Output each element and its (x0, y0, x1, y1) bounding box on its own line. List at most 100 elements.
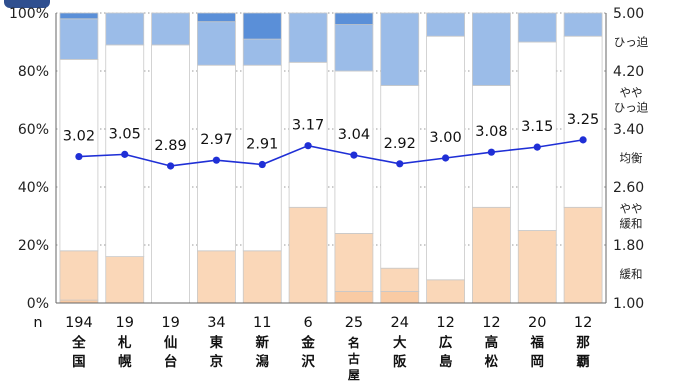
count-label: 19 (116, 315, 134, 331)
di-value-label: 3.04 (338, 127, 370, 143)
bar-segment (563, 206, 603, 304)
bar-segment (472, 12, 511, 86)
di-point (533, 143, 541, 151)
y-right-tick-label: 3.40 (613, 122, 644, 138)
category-label: 札幌 (117, 334, 132, 370)
bar-segment (59, 18, 99, 60)
y-right-tick-label: 2.60 (613, 180, 644, 196)
category-label: 那覇 (576, 335, 590, 370)
di-value-label: 2.91 (246, 137, 278, 153)
bar-segment (151, 12, 190, 46)
di-point (212, 156, 221, 164)
bar-segment (563, 12, 603, 37)
bar-segment (517, 230, 557, 304)
band-label: やや緩和 (620, 202, 643, 231)
di-point (487, 148, 496, 156)
bar-segment (242, 250, 282, 304)
bar-segment (105, 256, 145, 304)
di-point (166, 162, 175, 170)
di-value-label: 3.05 (109, 126, 141, 142)
di-value-label: 3.25 (567, 112, 599, 128)
bar-segment (288, 12, 328, 63)
y-right-tick-label: 1.00 (613, 296, 644, 312)
di-value-label: 2.92 (384, 136, 416, 152)
bar-segment (380, 12, 420, 86)
di-value-label: 2.97 (200, 132, 232, 148)
band-label: ひっ迫 (614, 35, 649, 49)
count-label: 34 (207, 315, 225, 331)
bar-segment (288, 61, 328, 208)
bar-segment (472, 85, 511, 208)
di-value-label: 3.17 (292, 118, 324, 134)
di-line (78, 139, 584, 167)
category-label: 全国 (71, 334, 86, 370)
band-label: ややひっ迫 (614, 86, 649, 115)
bar-segment (472, 206, 511, 304)
y-left-tick-label: 20% (18, 238, 49, 254)
di-point (579, 136, 587, 144)
y-left-tick-label: 100% (9, 6, 49, 22)
di-point (121, 150, 129, 158)
di-point (441, 154, 450, 162)
category-label: 仙台 (164, 334, 178, 370)
count-label: 20 (528, 315, 546, 331)
category-label: 東京 (210, 334, 224, 370)
bar-segment (151, 44, 190, 304)
bar-segment (242, 38, 282, 66)
bar-segment (426, 12, 465, 37)
count-label: 6 (303, 315, 312, 331)
count-label: 19 (161, 315, 179, 331)
y-right-tick-label: 1.80 (613, 238, 644, 254)
di-value-label: 2.89 (154, 138, 186, 154)
n-label: n (33, 315, 42, 331)
category-label: 高松 (485, 334, 499, 370)
category-label: 金沢 (300, 334, 315, 370)
count-label: 24 (391, 315, 409, 331)
count-label: 25 (345, 315, 363, 331)
corner-tab (4, 0, 50, 8)
bar-segment (517, 41, 557, 231)
bar-segment (197, 21, 236, 66)
di-value-label: 3.15 (521, 119, 553, 135)
band-label: 均衡 (620, 151, 643, 165)
bar-segment (563, 35, 603, 208)
y-right-tick-label: 5.00 (613, 6, 644, 22)
count-label: 12 (436, 315, 454, 331)
count-label: 194 (65, 315, 93, 331)
category-label: 福岡 (530, 334, 545, 370)
y-left-tick-label: 80% (18, 64, 49, 80)
di-value-label: 3.02 (63, 129, 95, 145)
bar-segment (59, 12, 99, 20)
bar-segment (197, 250, 236, 304)
bar-segment (59, 250, 99, 301)
di-value-label: 3.00 (429, 130, 461, 146)
y-right-tick-label: 4.20 (613, 64, 644, 80)
bar-segment (334, 24, 374, 72)
category-label: 新潟 (256, 334, 270, 370)
bar-segment (380, 290, 420, 304)
di-point (396, 160, 404, 168)
bar-segment (197, 12, 236, 23)
bar-segment (242, 64, 282, 252)
category-label: 広島 (439, 334, 453, 370)
bar-segment (334, 232, 374, 292)
bar-segment (426, 279, 465, 304)
bar-segment (242, 12, 282, 40)
count-label: 12 (482, 315, 500, 331)
bar-segment (380, 85, 420, 269)
bar-segment (517, 12, 557, 43)
di-point (75, 152, 83, 161)
bar-segment (288, 206, 328, 304)
band-label: 緩和 (620, 267, 643, 281)
bar-segment (105, 44, 145, 257)
count-label: 11 (253, 315, 271, 331)
count-label: 12 (574, 315, 592, 331)
y-left-tick-label: 60% (18, 122, 49, 138)
category-label: 大阪 (393, 334, 407, 370)
bar-segment (334, 12, 374, 26)
y-left-tick-label: 0% (27, 296, 49, 312)
di-point (258, 160, 266, 169)
bar-segment (380, 267, 420, 292)
bar-segment (334, 290, 374, 304)
